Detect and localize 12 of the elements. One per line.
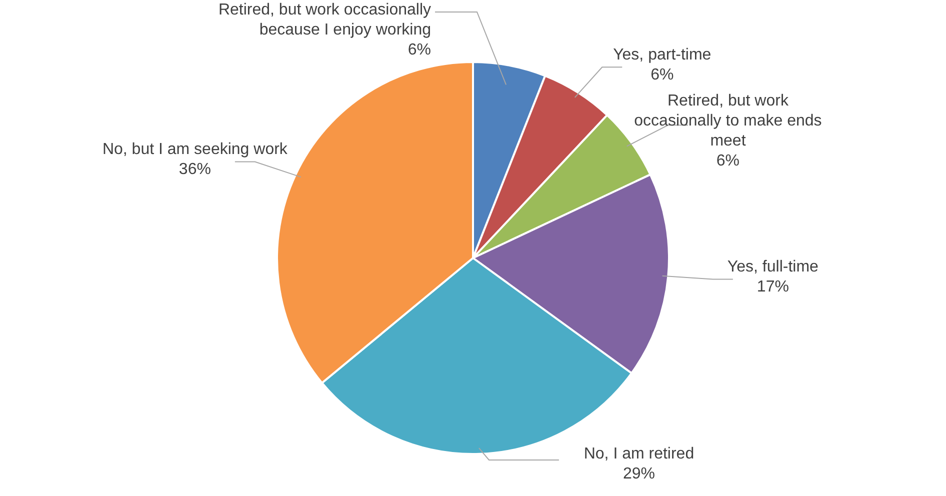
data-label: 36% (178, 161, 211, 178)
slice-label: Retired, but work occasionally because I enjoy working (218, 1, 431, 38)
data-label: 6% (650, 66, 674, 84)
slice-label: Retired, but work occasionally to make ends meet (634, 92, 822, 150)
data-label: 6% (408, 41, 431, 58)
slice-label: Yes, full-time (727, 258, 819, 276)
slice-label: No, but I am seeking work (102, 141, 288, 158)
slice-label: Yes, part-time (613, 46, 712, 64)
data-label: 29% (622, 465, 655, 482)
data-label: 17% (756, 278, 789, 296)
slice-label: No, I am retired (584, 445, 694, 462)
data-label: 6% (716, 152, 740, 170)
